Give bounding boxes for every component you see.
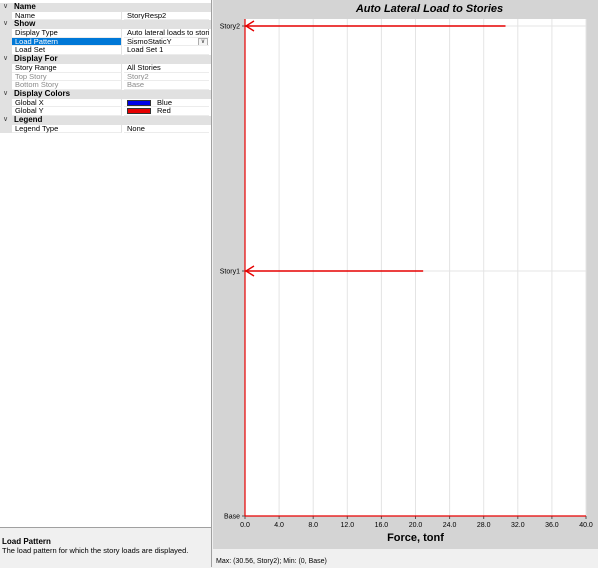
- property-value-text: All Stories: [127, 63, 161, 72]
- color-swatch[interactable]: [127, 99, 151, 106]
- category-label: Show: [14, 19, 36, 29]
- x-tick-label: 24.0: [443, 522, 457, 529]
- x-tick-label: 40.0: [579, 522, 593, 529]
- properties-panel: ∨ Name Name StoryResp2 ∨ Show Display Type Auto…: [0, 0, 212, 568]
- story-load-chart: Auto Lateral Load to Stories 0.0 4.0 8.0 12.…: [220, 3, 593, 544]
- x-tick-label: 20.0: [409, 522, 423, 529]
- property-value-text: Red: [157, 107, 171, 116]
- property-value-text: Story2: [127, 72, 149, 81]
- x-tick-label: 28.0: [477, 522, 491, 529]
- row-gutter: [0, 29, 12, 38]
- row-gutter: [0, 107, 12, 116]
- chevron-down-icon[interactable]: ∨: [3, 89, 9, 97]
- category-show[interactable]: ∨ Show: [0, 19, 211, 30]
- color-swatch[interactable]: [127, 108, 151, 115]
- property-row-story-range[interactable]: Story Range All Stories: [0, 63, 211, 73]
- row-gutter: [0, 81, 12, 90]
- description-panel: Load Pattern The load pattern for which …: [0, 527, 211, 568]
- property-value-text: Blue: [157, 98, 173, 107]
- chevron-down-icon[interactable]: ∨: [3, 20, 9, 28]
- x-tick-label: 4.0: [274, 522, 284, 529]
- category-label: Name: [14, 2, 36, 11]
- chevron-down-icon[interactable]: ∨: [3, 115, 9, 123]
- property-value[interactable]: Auto lateral loads to stories: [124, 29, 209, 38]
- chevron-down-icon[interactable]: ∨: [3, 55, 9, 63]
- x-tick-label: 0.0: [240, 522, 250, 529]
- property-value[interactable]: Load Set 1: [124, 46, 209, 56]
- category-label: Display Colors: [14, 88, 71, 98]
- property-grid: ∨ Name Name StoryResp2 ∨ Show Display Type Auto…: [0, 2, 211, 134]
- property-row-bottom-story: Bottom Story Base: [0, 80, 211, 90]
- property-name: Legend Type: [12, 124, 122, 134]
- row-gutter: [0, 98, 12, 108]
- chevron-down-icon[interactable]: ∨: [3, 3, 9, 10]
- category-label: Legend: [14, 114, 43, 124]
- property-name: Load Set: [12, 46, 122, 56]
- dropdown-button[interactable]: ∨: [198, 38, 208, 46]
- property-name: Name: [12, 11, 122, 21]
- y-tick-label: Story1: [220, 269, 240, 276]
- property-row-global-x[interactable]: Global X Blue: [0, 98, 211, 108]
- property-value[interactable]: All Stories: [124, 64, 209, 73]
- property-name: Global X: [12, 98, 122, 108]
- category-legend[interactable]: ∨ Legend: [0, 114, 211, 125]
- property-row-display-type[interactable]: Display Type Auto lateral loads to storie…: [0, 28, 211, 38]
- row-gutter: [0, 11, 12, 21]
- row-gutter: [0, 37, 12, 47]
- y-tick-label: Story2: [220, 24, 240, 31]
- property-value-text: None: [127, 124, 145, 133]
- x-axis-label: Force, tonf: [387, 532, 444, 544]
- property-value-text: Load Set 1: [127, 46, 164, 55]
- property-row-top-story: Top Story Story2: [0, 72, 211, 82]
- property-value-text: Base: [127, 81, 145, 90]
- arrow-head-icon: [244, 20, 255, 32]
- property-value: Base: [124, 81, 209, 90]
- status-bar: Max: (30.56, Story2); Min: (0, Base): [213, 549, 598, 567]
- chart-area: Auto Lateral Load to Stories 0.0 4.0 8.0 12.…: [213, 0, 598, 567]
- row-gutter: [0, 63, 12, 73]
- arrow-head-icon: [244, 265, 255, 277]
- property-value[interactable]: None: [124, 125, 209, 134]
- y-tick-label: Base: [224, 514, 240, 521]
- description-title: Load Pattern: [2, 537, 51, 546]
- property-row-load-pattern[interactable]: Load Pattern SismoStaticY ∨: [0, 37, 211, 47]
- property-name: Top Story: [12, 72, 122, 82]
- row-gutter: [0, 124, 12, 134]
- property-value[interactable]: Red: [124, 107, 209, 116]
- category-display-for[interactable]: ∨ Display For: [0, 54, 211, 64]
- property-value: Story2: [124, 73, 209, 82]
- property-value-text: SismoStaticY: [127, 37, 172, 46]
- property-value-text: StoryResp2: [127, 11, 167, 20]
- property-row-global-y[interactable]: Global Y Red: [0, 107, 211, 116]
- x-tick-label: 8.0: [308, 522, 318, 529]
- row-gutter: [0, 46, 12, 56]
- property-name: Global Y: [12, 107, 122, 116]
- property-row-load-set[interactable]: Load Set Load Set 1: [0, 46, 211, 56]
- x-tick-label: 32.0: [511, 522, 525, 529]
- property-value[interactable]: Blue: [124, 99, 209, 108]
- category-name[interactable]: ∨ Name: [0, 2, 211, 12]
- property-name: Story Range: [12, 63, 122, 73]
- category-display-colors[interactable]: ∨ Display Colors: [0, 88, 211, 99]
- status-text: Max: (30.56, Story2); Min: (0, Base): [216, 558, 327, 565]
- property-name: Display Type: [12, 28, 122, 38]
- x-tick-label: 12.0: [340, 522, 354, 529]
- property-row-legend-type[interactable]: Legend Type None: [0, 124, 211, 134]
- row-gutter: [0, 72, 12, 82]
- property-value[interactable]: StoryResp2: [124, 12, 209, 21]
- property-name: Load Pattern: [12, 37, 122, 47]
- x-tick-label: 16.0: [375, 522, 389, 529]
- description-text: The load pattern for which the story loa…: [2, 546, 189, 555]
- property-value-text: Auto lateral loads to stories: [127, 29, 209, 38]
- property-value[interactable]: SismoStaticY ∨: [124, 38, 209, 47]
- property-name: Bottom Story: [12, 80, 122, 90]
- chart-title: Auto Lateral Load to Stories: [355, 3, 503, 15]
- property-row-name[interactable]: Name StoryResp2: [0, 11, 211, 21]
- category-label: Display For: [14, 54, 58, 64]
- x-tick-label: 36.0: [545, 522, 559, 529]
